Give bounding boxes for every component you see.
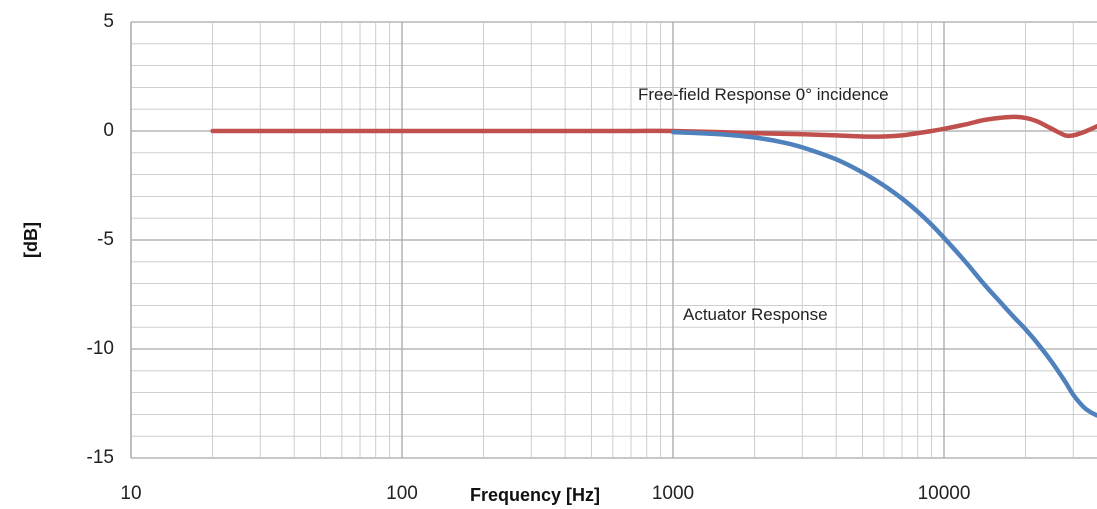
annotation-free-field: Free-field Response 0° incidence	[638, 85, 889, 104]
series-line-actuator	[670, 129, 1097, 418]
y-tick-label: 0	[103, 120, 114, 141]
y-tick-label: -15	[87, 447, 114, 468]
x-tick-label: 10	[120, 483, 141, 504]
x-tick-label: 10000	[918, 483, 971, 504]
series-line-free_field	[210, 114, 1097, 139]
annotation-actuator: Actuator Response	[683, 305, 828, 324]
grid	[130, 21, 1097, 459]
y-tick-label: 5	[103, 11, 114, 32]
series-group	[210, 114, 1097, 418]
x-tick-label: 100	[386, 483, 418, 504]
y-tick-label: -10	[87, 338, 114, 359]
y-axis-title: [dB]	[21, 222, 41, 258]
x-axis-title: Frequency [Hz]	[470, 485, 600, 505]
x-tick-label: 1000	[652, 483, 694, 504]
tick-labels: 10 100 1000 10000 5 0 -5 -10 -15	[87, 11, 971, 504]
y-tick-label: -5	[97, 229, 114, 250]
